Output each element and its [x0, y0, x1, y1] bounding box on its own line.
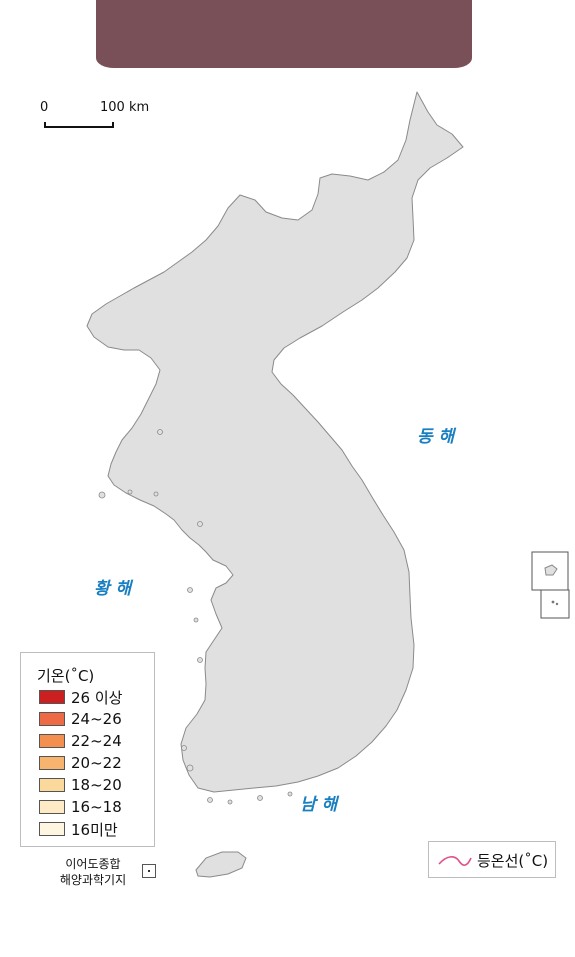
legend-swatch: [39, 778, 65, 792]
legend-swatch: [39, 712, 65, 726]
legend-title: 기온(˚C): [37, 667, 95, 685]
south-sea-label: 남 해: [300, 795, 338, 815]
scale-distance-label: 100 km: [100, 100, 150, 115]
ieodo-station-label: 이어도종합 해양과학기지: [48, 856, 138, 888]
scale-bar: 0 100 km: [36, 100, 166, 132]
coastal-islands: [98, 429, 293, 805]
legend-label: 26 이상: [71, 688, 123, 707]
jeju-island: [195, 851, 247, 878]
ieodo-marker: [148, 870, 150, 872]
legend-label: 16미만: [71, 820, 118, 839]
ieodo-label-line: 해양과학기지: [59, 873, 127, 887]
ieodo-inset: [142, 864, 156, 878]
legend-label: 24~26: [71, 710, 122, 728]
legend-item: 24~26: [39, 710, 122, 728]
temperature-legend: 기온(˚C) 26 이상 24~26 22~24 20~22 18~20 16~…: [20, 652, 155, 847]
east-sea-label: 동 해: [417, 427, 455, 447]
legend-swatch: [39, 690, 65, 704]
yellow-sea-label: 황 해: [94, 579, 132, 599]
legend-label: 20~22: [71, 754, 122, 772]
scale-zero-label: 0: [40, 100, 49, 115]
dokdo-inset: [540, 589, 570, 619]
korean-peninsula: [86, 91, 464, 793]
legend-item: 16미만: [39, 820, 118, 839]
ieodo-label-line: 이어도종합: [65, 857, 121, 871]
legend-item: 18~20: [39, 776, 122, 794]
legend-item: 26 이상: [39, 688, 123, 707]
legend-label: 16~18: [71, 798, 122, 816]
scale-line: [44, 122, 114, 128]
legend-label: 18~20: [71, 776, 122, 794]
legend-swatch: [39, 756, 65, 770]
legend-item: 16~18: [39, 798, 122, 816]
legend-item: 20~22: [39, 754, 122, 772]
isotherm-line-icon: [438, 856, 472, 866]
isotherm-legend: 등온선(˚C): [428, 841, 556, 878]
legend-swatch: [39, 734, 65, 748]
isotherm-label: 등온선(˚C): [477, 852, 549, 870]
ulleung-inset: [531, 551, 569, 591]
legend-label: 22~24: [71, 732, 122, 750]
legend-swatch: [39, 800, 65, 814]
title-banner: [96, 0, 472, 68]
legend-swatch: [39, 822, 65, 836]
legend-item: 22~24: [39, 732, 122, 750]
